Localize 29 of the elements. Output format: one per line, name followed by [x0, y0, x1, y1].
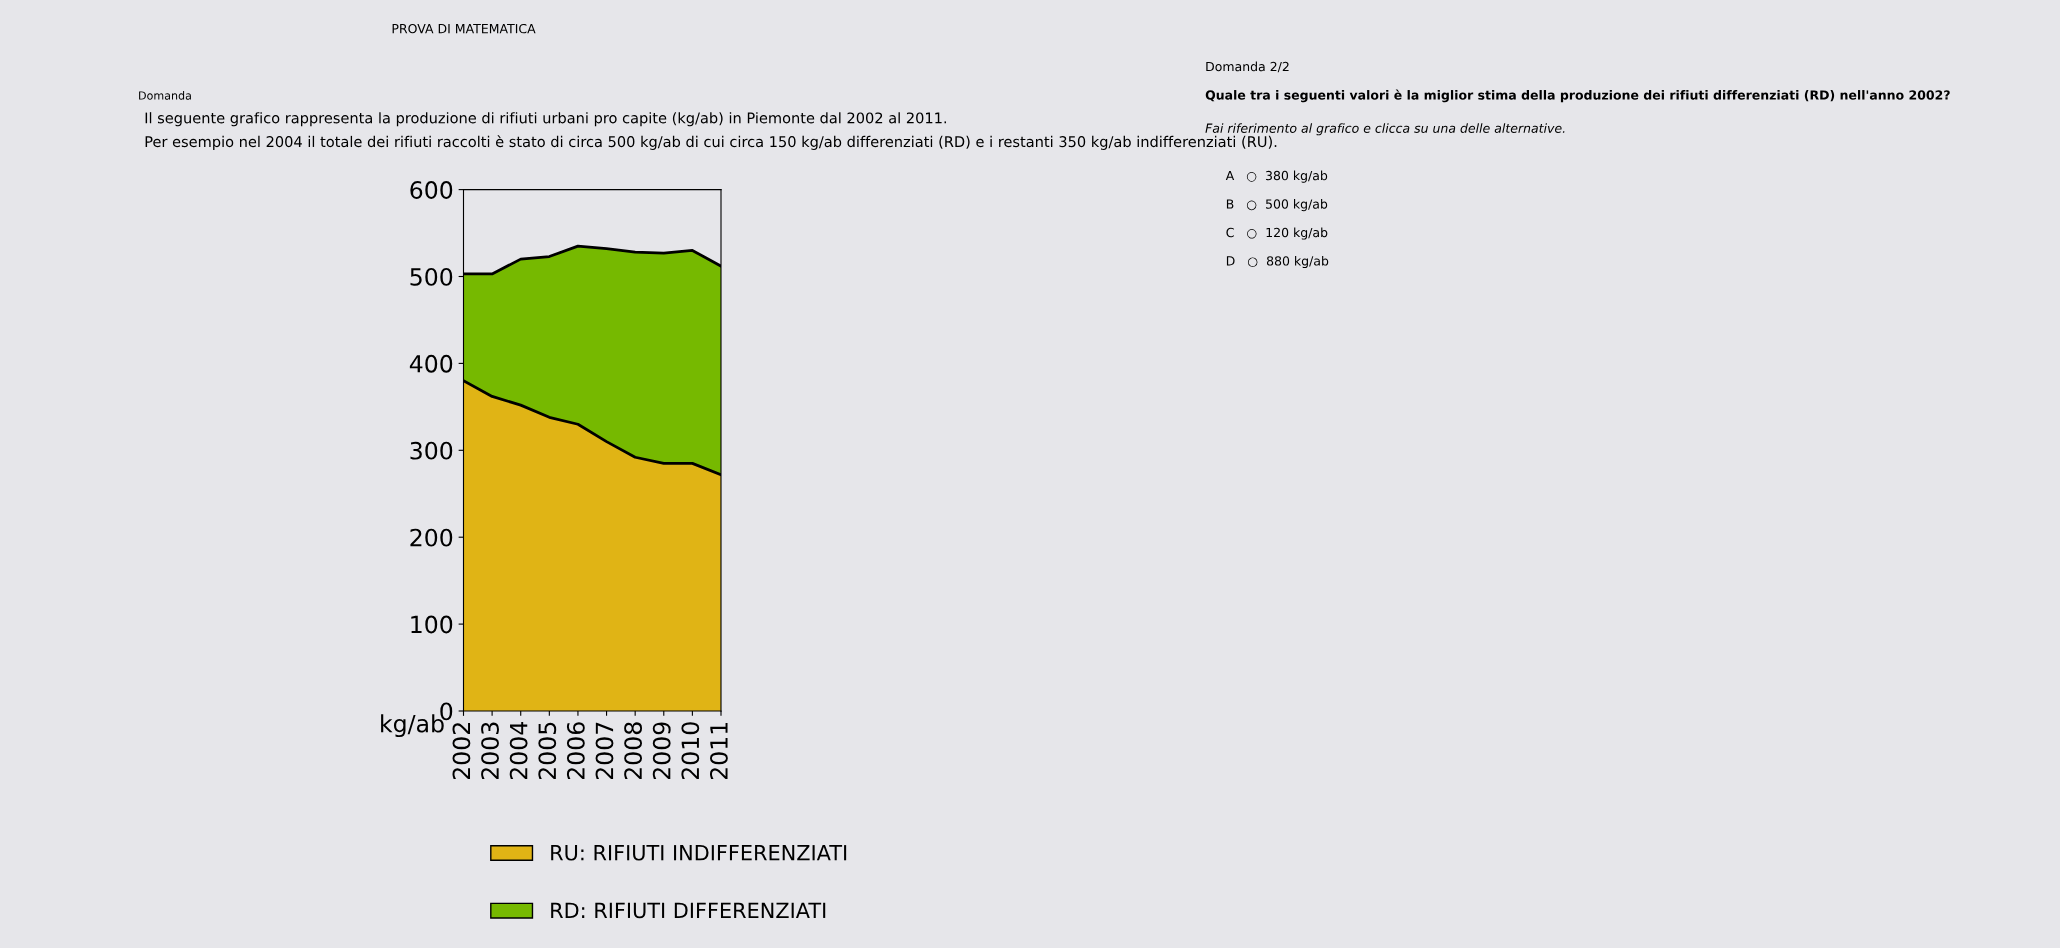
- x-tick-label: 2009: [652, 722, 671, 780]
- legend-label: RD: RIFIUTI DIFFERENZIATI: [551, 902, 826, 919]
- y-tick-label: 600: [410, 181, 453, 199]
- legend-label: RU: RIFIUTI INDIFFERENZIATI: [551, 845, 847, 861]
- x-tick-label: 2007: [595, 722, 614, 780]
- chart-subtitle: Per esempio nel 2004 il totale dei rifiuti raccolti è stato di circa 500 kg/ab di cui circa 150 kg/ab differenziati (RD) e i restanti 350 kg/ab indifferenziati (RU).: [145, 135, 1277, 150]
- chart-title: Il seguente grafico rappresenta la produzione di rifiuti urbani pro capite (kg/ab) in Piemonte dal 2002 al 2011.: [145, 112, 947, 127]
- x-tick-label: 2002: [452, 723, 471, 780]
- x-tick-label: 2008: [624, 722, 643, 780]
- text: PROVA DI MATEMATICA: [392, 23, 536, 34]
- y-tick-label: 100: [411, 615, 453, 634]
- text: D ○ 880 kg/ab: [1226, 255, 1329, 269]
- x-tick-label: 2006: [566, 722, 585, 780]
- text: Domanda 2/2: [1206, 61, 1289, 73]
- y-tick-label: 400: [409, 354, 453, 373]
- text: B ○ 500 kg/ab: [1226, 199, 1328, 212]
- x-tick-label: 2003: [481, 722, 499, 780]
- y-tick-label: 500: [410, 267, 453, 286]
- text: Fai riferimento al grafico e clicca su una delle alternative.: [1205, 123, 1565, 136]
- text: Domanda: [139, 91, 191, 100]
- y-tick-label: 300: [410, 441, 453, 460]
- x-tick-label: 2011: [709, 722, 728, 780]
- y-tick-label: 200: [410, 528, 453, 547]
- x-tick-label: 2005: [538, 722, 557, 780]
- text: A ○ 380 kg/ab: [1225, 170, 1328, 183]
- text: C ○ 120 kg/ab: [1226, 227, 1328, 240]
- x-tick-label: 2004: [509, 722, 528, 780]
- x-tick-label: 2010: [681, 722, 700, 780]
- text: Quale tra i seguenti valori è la miglior stima della produzione dei rifiuti differenziati (RD) nell'anno 2002?: [1205, 89, 1950, 103]
